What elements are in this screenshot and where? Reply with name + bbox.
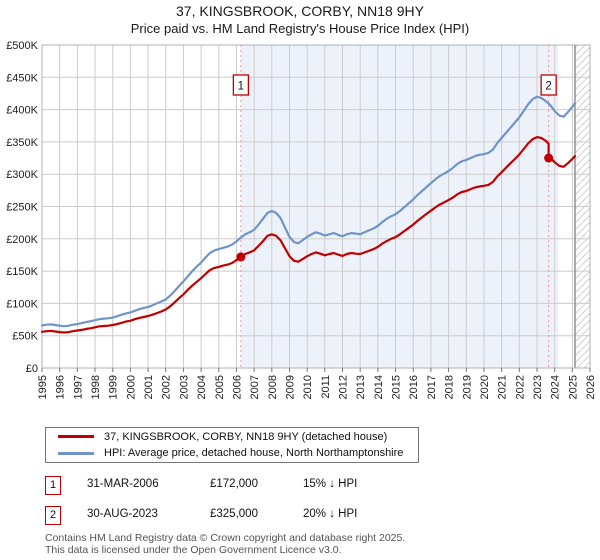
sale-flag-number: 1: [238, 81, 244, 93]
sale-annotation-1: 1 31-MAR-2006 £172,000 15% ↓ HPI: [45, 476, 565, 496]
sale-point-dot: [544, 153, 554, 163]
x-tick-label: 1995: [37, 375, 49, 399]
y-tick-label: £0: [26, 363, 38, 375]
x-tick-label: 2014: [373, 375, 385, 399]
legend-label-property: 37, KINGSBROOK, CORBY, NN18 9HY (detache…: [104, 430, 388, 443]
y-tick-label: £250K: [6, 202, 38, 214]
chart-legend: 37, KINGSBROOK, CORBY, NN18 9HY (detache…: [45, 427, 419, 463]
y-tick-label: £500K: [6, 40, 38, 52]
x-tick-label: 1996: [55, 375, 67, 399]
hpi-line: [40, 95, 577, 328]
sale-flag-box: [540, 74, 557, 96]
x-tick-label: 2009: [284, 375, 296, 399]
x-tick-label: 2017: [426, 375, 438, 399]
y-tick-label: £450K: [6, 72, 38, 84]
x-tick-label: 2013: [355, 375, 367, 399]
x-tick-label: 2016: [408, 375, 420, 399]
x-tick-label: 2020: [479, 375, 491, 399]
x-tick-label: 2004: [196, 375, 208, 399]
x-tick-label: 2006: [231, 375, 243, 399]
x-tick-label: 2005: [214, 375, 226, 399]
sale-1-price: £172,000: [210, 478, 258, 490]
x-axis: 1995 1996 1997 1998 1999 2000 2001 2002 2003 2004…: [37, 368, 597, 399]
x-tick-label: 2008: [267, 375, 279, 399]
x-tick-label: 1999: [108, 375, 120, 399]
x-tick-label: 2002: [161, 375, 173, 399]
x-tick-label: 2022: [514, 375, 526, 399]
y-tick-label: £150K: [6, 266, 38, 278]
x-tick-label: 2024: [550, 375, 562, 399]
sale-flag-number: 2: [545, 81, 551, 93]
x-tick-label: 2026: [585, 375, 597, 399]
x-tick-label: 2018: [444, 375, 456, 399]
y-tick-label: £50K: [12, 331, 38, 343]
x-tick-label: 2021: [497, 375, 509, 399]
price-paid-line: [40, 136, 577, 334]
sale-2-price: £325,000: [210, 508, 258, 520]
x-tick-label: 2019: [461, 375, 473, 399]
page-title: 37, KINGSBROOK, CORBY, NN18 9HY: [176, 3, 424, 19]
x-tick-label: 2015: [391, 375, 403, 399]
blue-line-swatch: [58, 451, 94, 455]
y-tick-label: £200K: [6, 234, 38, 246]
gridlines: [41, 44, 591, 369]
x-tick-label: 2012: [338, 375, 350, 399]
y-tick-label: £100K: [6, 298, 38, 310]
license-footer: Contains HM Land Registry data © Crown c…: [45, 533, 585, 556]
red-line-swatch: [58, 435, 94, 439]
price-chart: 1995 1996 1997 1998 1999 2000 2001 2002 2003 2004…: [6, 40, 597, 399]
future-hatch-region: [574, 45, 590, 368]
x-tick-label: 2000: [125, 375, 137, 399]
legend-label-hpi: HPI: Average price, detached house, Nort…: [104, 447, 404, 460]
legend-row-property: 37, KINGSBROOK, CORBY, NN18 9HY (detache…: [46, 430, 418, 444]
sale-flag-box: [232, 74, 250, 96]
sale-1-date: 31-MAR-2006: [87, 478, 159, 490]
sale-1-number-badge: 1: [45, 476, 61, 495]
x-tick-label: 1998: [90, 375, 102, 399]
legend-row-hpi: HPI: Average price, detached house, Nort…: [46, 447, 418, 461]
x-tick-label: 1997: [72, 375, 84, 399]
footer-line-1: Contains HM Land Registry data © Crown c…: [45, 532, 406, 544]
y-tick-label: £300K: [6, 169, 38, 181]
x-tick-label: 2003: [178, 375, 190, 399]
sale-point-dot: [236, 252, 246, 262]
x-tick-label: 2010: [302, 375, 314, 399]
sale-annotation-2: 2 30-AUG-2023 £325,000 20% ↓ HPI: [45, 506, 565, 526]
sale-1-hpi-delta: 15% ↓ HPI: [303, 478, 358, 490]
sale-2-number-badge: 2: [45, 506, 61, 525]
x-tick-label: 2023: [532, 375, 544, 399]
y-tick-label: £400K: [6, 105, 38, 117]
x-tick-label: 2025: [567, 375, 579, 399]
y-axis: £0 £50K £100K £150K £200K £250K £300K £350K £400…: [6, 40, 38, 375]
plot-border: [41, 44, 591, 369]
sale-2-hpi-delta: 20% ↓ HPI: [303, 508, 358, 520]
x-tick-label: 2007: [249, 375, 261, 399]
y-tick-label: £350K: [6, 137, 38, 149]
sale-2-date: 30-AUG-2023: [87, 508, 158, 520]
footer-line-2: This data is licensed under the Open Gov…: [45, 543, 342, 556]
x-tick-label: 2001: [143, 375, 155, 399]
x-tick-label: 2011: [320, 375, 332, 399]
page-subtitle: Price paid vs. HM Land Registry's House …: [130, 21, 470, 36]
